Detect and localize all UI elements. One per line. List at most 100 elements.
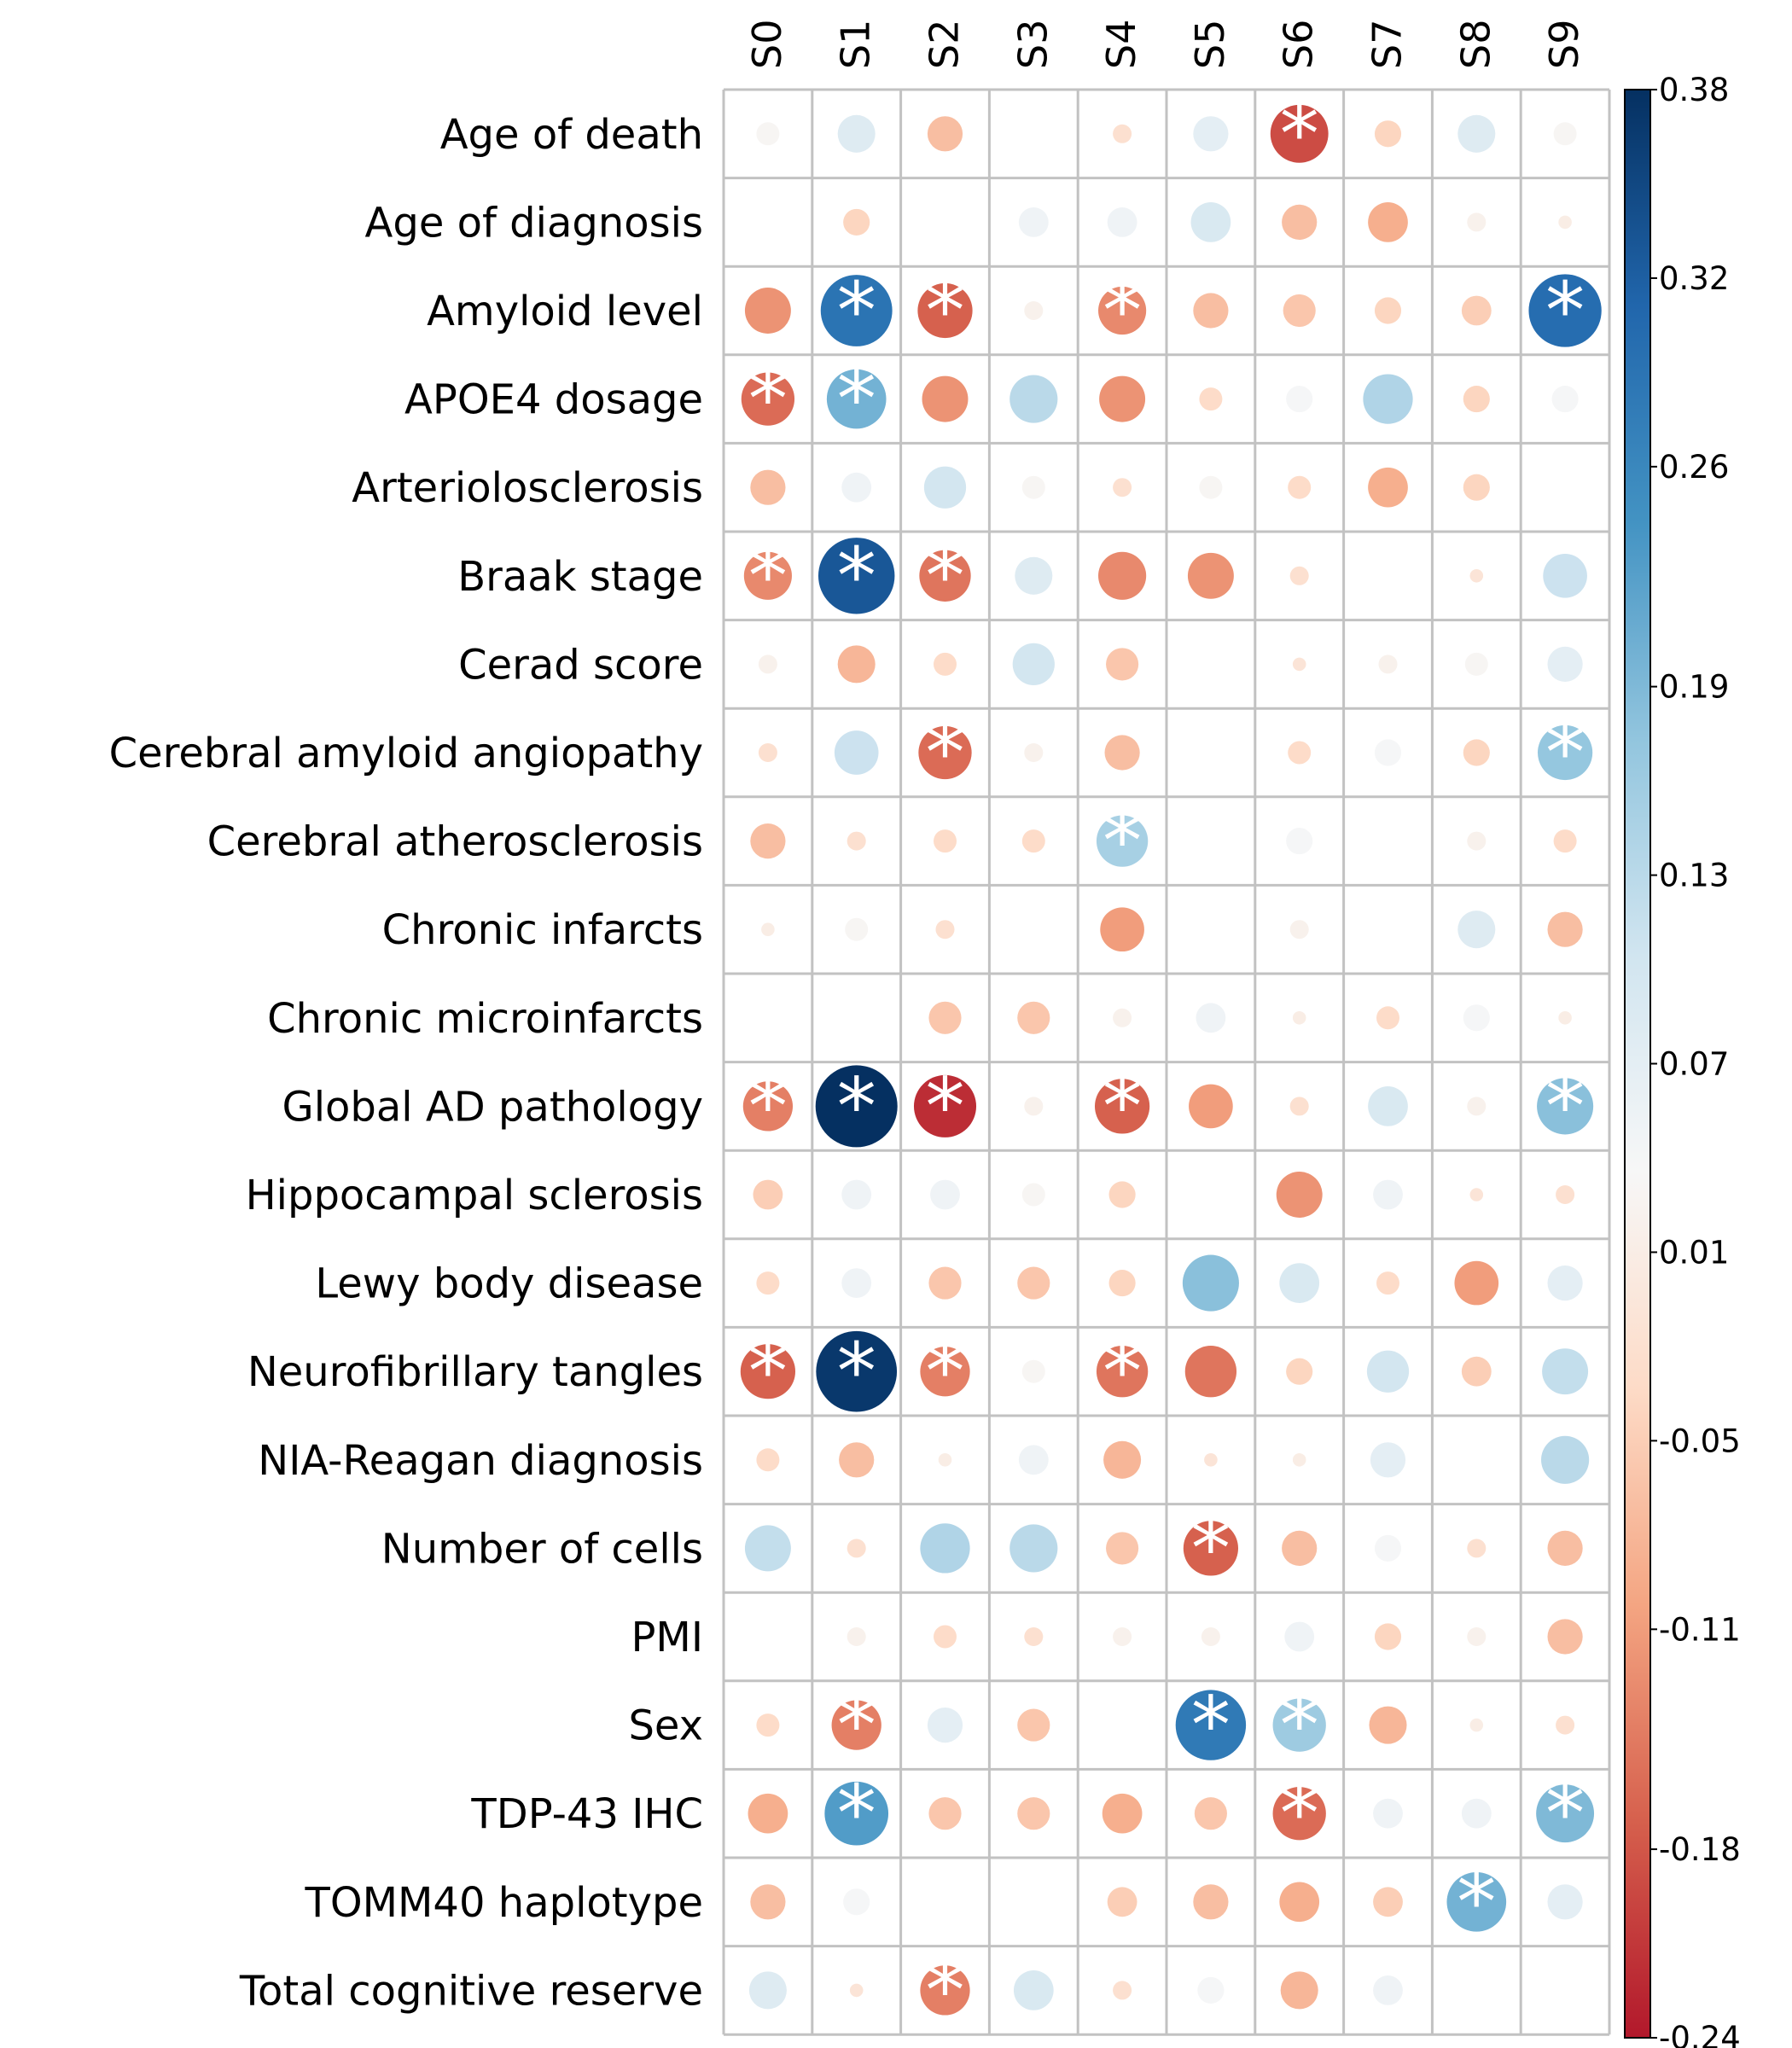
corr-circle-nia-reagan-diagnosis-s5 bbox=[1204, 1453, 1218, 1467]
corr-circle-cerebral-atherosclerosis-s1 bbox=[847, 831, 866, 851]
corr-circle-neurofibrillary-tangles-s3 bbox=[1021, 1359, 1045, 1383]
corr-circle-tdp-43-ihc-s9 bbox=[1536, 1784, 1595, 1843]
significance-marker: * bbox=[1545, 1768, 1585, 1859]
corr-circle-tomm40-haplotype-s5 bbox=[1193, 1884, 1229, 1920]
corr-circle-lewy-body-disease-s4 bbox=[1108, 1270, 1136, 1297]
corr-circle-cerebral-atherosclerosis-s0 bbox=[750, 823, 786, 859]
corr-circle-total-cognitive-reserve-s4 bbox=[1113, 1981, 1132, 2000]
corr-circle-chronic-microinfarcts-s8 bbox=[1463, 1004, 1490, 1032]
corr-circle-age-of-diagnosis-s3 bbox=[1018, 207, 1049, 237]
row-label: Global AD pathology bbox=[282, 1083, 704, 1131]
corr-circle-tomm40-haplotype-s9 bbox=[1547, 1884, 1583, 1920]
row-label: Age of diagnosis bbox=[365, 199, 703, 247]
corr-circle-age-of-diagnosis-s5 bbox=[1190, 202, 1231, 242]
corr-circle-tdp-43-ihc-s7 bbox=[1373, 1798, 1403, 1829]
corr-circle-amyloid-level-s5 bbox=[1193, 293, 1229, 329]
row-label: Arteriolosclerosis bbox=[352, 464, 703, 512]
corr-circle-lewy-body-disease-s5 bbox=[1182, 1254, 1239, 1312]
corr-circle-sex-s8 bbox=[1469, 1718, 1484, 1732]
corr-circle-age-of-death-s9 bbox=[1553, 122, 1577, 146]
corr-circle-pmi-s8 bbox=[1467, 1626, 1487, 1647]
corr-circle-cerebral-amyloid-angiopathy-s7 bbox=[1374, 739, 1402, 766]
corr-circle-sex-s5 bbox=[1175, 1690, 1247, 1760]
corr-circle-neurofibrillary-tangles-s4 bbox=[1096, 1346, 1149, 1398]
significance-marker: * bbox=[837, 1061, 876, 1152]
significance-marker: * bbox=[1280, 1680, 1319, 1772]
corr-circle-pmi-s2 bbox=[934, 1625, 957, 1649]
row-label: Cerebral atherosclerosis bbox=[207, 818, 703, 866]
corr-circle-amyloid-level-s4 bbox=[1098, 286, 1147, 335]
corr-circle-amyloid-level-s9 bbox=[1528, 274, 1602, 347]
corr-circle-nia-reagan-diagnosis-s2 bbox=[938, 1453, 952, 1467]
corr-circle-apoe4-dosage-s2 bbox=[922, 375, 969, 422]
significance-marker: * bbox=[926, 1326, 965, 1417]
corr-circle-lewy-body-disease-s7 bbox=[1376, 1271, 1399, 1295]
corr-circle-global-ad-pathology-s2 bbox=[913, 1074, 977, 1137]
corr-circle-global-ad-pathology-s9 bbox=[1537, 1078, 1594, 1135]
corr-circle-pmi-s9 bbox=[1547, 1619, 1583, 1655]
corr-circle-neurofibrillary-tangles-s8 bbox=[1461, 1356, 1492, 1387]
corr-circle-total-cognitive-reserve-s3 bbox=[1013, 1970, 1054, 2010]
significance-marker: * bbox=[837, 1326, 876, 1417]
corr-circle-chronic-infarcts-s8 bbox=[1457, 911, 1496, 949]
corr-circle-cerad-score-s6 bbox=[1292, 657, 1306, 672]
corr-circle-pmi-s3 bbox=[1024, 1626, 1044, 1647]
colorbar-tick-label: 0.26 bbox=[1659, 449, 1729, 486]
corr-circle-pmi-s4 bbox=[1113, 1626, 1132, 1647]
corr-circle-apoe4-dosage-s8 bbox=[1463, 386, 1490, 413]
corr-circle-age-of-death-s2 bbox=[927, 116, 963, 152]
corr-circle-hippocampal-sclerosis-s3 bbox=[1021, 1183, 1045, 1207]
corr-circle-age-of-death-s5 bbox=[1193, 116, 1229, 152]
row-label: Amyloid level bbox=[427, 288, 703, 335]
corr-circle-cerebral-amyloid-angiopathy-s4 bbox=[1104, 735, 1140, 771]
corr-circle-pmi-s6 bbox=[1284, 1621, 1315, 1652]
corr-circle-arteriolosclerosis-s2 bbox=[923, 466, 967, 509]
corr-circle-chronic-microinfarcts-s4 bbox=[1113, 1008, 1132, 1027]
row-labels: Age of death Age of diagnosis Amyloid leve… bbox=[109, 111, 703, 2016]
corr-circle-tdp-43-ihc-s8 bbox=[1461, 1798, 1492, 1829]
corr-circle-chronic-infarcts-s9 bbox=[1547, 911, 1583, 947]
corr-circle-apoe4-dosage-s5 bbox=[1199, 387, 1223, 411]
corr-circle-arteriolosclerosis-s7 bbox=[1368, 467, 1408, 508]
row-label: Sex bbox=[628, 1702, 703, 1750]
column-label: S2 bbox=[922, 20, 968, 69]
row-label: Cerad score bbox=[458, 641, 703, 689]
significance-marker: * bbox=[748, 1326, 788, 1417]
corr-circle-chronic-microinfarcts-s9 bbox=[1558, 1011, 1572, 1025]
corr-circle-braak-stage-s6 bbox=[1289, 566, 1309, 585]
corr-circle-tdp-43-ihc-s4 bbox=[1102, 1793, 1143, 1834]
corr-circle-sex-s7 bbox=[1369, 1706, 1407, 1744]
significance-marker: * bbox=[748, 1061, 788, 1152]
significance-marker: * bbox=[926, 1061, 965, 1152]
corr-circle-cerebral-amyloid-angiopathy-s3 bbox=[1024, 742, 1044, 763]
circles: ** * * ** ** * ** *** * * * ** * * *** * ** * *** bbox=[740, 89, 1602, 2036]
corr-circle-cerebral-atherosclerosis-s2 bbox=[934, 829, 957, 853]
corr-circle-tdp-43-ihc-s2 bbox=[928, 1797, 962, 1830]
corr-circle-age-of-diagnosis-s6 bbox=[1282, 204, 1318, 240]
corr-circle-amyloid-level-s0 bbox=[744, 288, 791, 334]
corr-circle-global-ad-pathology-s3 bbox=[1024, 1097, 1044, 1116]
column-label: S3 bbox=[1009, 20, 1056, 69]
column-label: S4 bbox=[1098, 20, 1144, 69]
corr-circle-age-of-death-s6 bbox=[1270, 104, 1329, 163]
corr-circle-arteriolosclerosis-s0 bbox=[750, 469, 786, 505]
corr-circle-cerad-score-s2 bbox=[934, 652, 957, 676]
corr-circle-amyloid-level-s6 bbox=[1283, 294, 1316, 328]
corr-circle-chronic-infarcts-s0 bbox=[761, 922, 775, 936]
corr-circle-amyloid-level-s3 bbox=[1024, 300, 1044, 321]
corr-circle-chronic-infarcts-s6 bbox=[1289, 920, 1309, 940]
significance-marker: * bbox=[1103, 796, 1142, 887]
corr-circle-chronic-microinfarcts-s3 bbox=[1017, 1001, 1050, 1034]
corr-circle-chronic-microinfarcts-s6 bbox=[1292, 1011, 1306, 1025]
corr-circle-cerebral-atherosclerosis-s6 bbox=[1286, 828, 1313, 855]
significance-marker: * bbox=[837, 354, 876, 445]
column-label: S7 bbox=[1364, 20, 1411, 69]
corr-circle-braak-stage-s3 bbox=[1015, 556, 1053, 595]
corr-circle-cerebral-amyloid-angiopathy-s6 bbox=[1288, 741, 1312, 765]
significance-marker: * bbox=[1191, 1503, 1231, 1594]
corr-circle-age-of-death-s8 bbox=[1457, 114, 1496, 153]
corr-circle-lewy-body-disease-s0 bbox=[756, 1271, 780, 1295]
corr-circle-arteriolosclerosis-s3 bbox=[1021, 475, 1045, 499]
significance-marker: * bbox=[1103, 1061, 1142, 1152]
corr-circle-neurofibrillary-tangles-s6 bbox=[1286, 1358, 1313, 1385]
